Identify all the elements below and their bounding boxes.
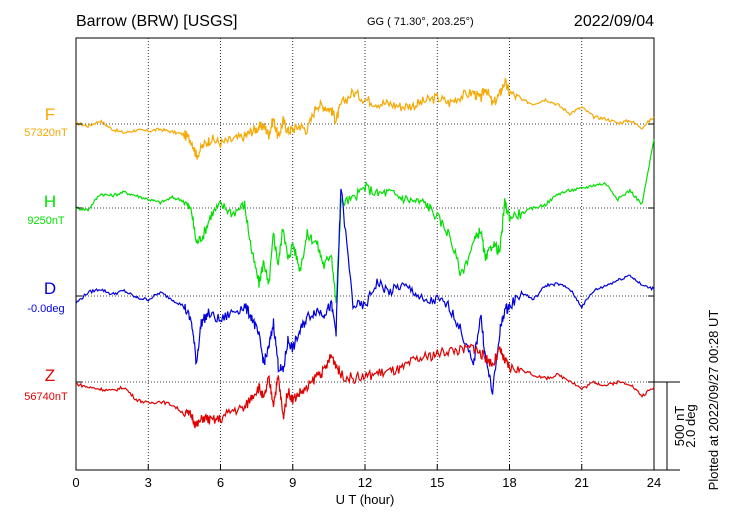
series-name-D: D [44, 279, 56, 298]
series-name-F: F [45, 105, 55, 124]
plotted-at-note: Plotted at 2022/09/27 00:28 UT [706, 310, 721, 491]
x-tick-label: 9 [289, 475, 296, 490]
x-tick-label: 3 [145, 475, 152, 490]
series-baseline-Z: 56740nT [24, 391, 68, 403]
scale-bar-nt-label: 500 nT [672, 406, 687, 447]
station-title: Barrow (BRW) [USGS] [76, 13, 238, 30]
x-tick-label: 21 [575, 475, 589, 490]
series-lines [75, 76, 655, 429]
grid-lines [76, 38, 654, 470]
scale-bar-deg-label: 2.0 deg [683, 404, 698, 447]
x-axis-ticks: 0 3 6 9 12 15 18 21 24 [72, 123, 661, 490]
x-axis-label: U T (hour) [336, 492, 395, 507]
coordinates-label: GG ( 71.30°, 203.25°) [367, 16, 474, 28]
scale-bar: 500 nT 2.0 deg [654, 381, 698, 471]
series-name-Z: Z [45, 366, 55, 385]
x-tick-label: 18 [502, 475, 516, 490]
series-baseline-D: -0.0deg [27, 303, 64, 315]
series-line-H [75, 139, 655, 303]
series-line-D [75, 188, 655, 395]
series-line-F [75, 76, 655, 160]
series-line-Z [75, 342, 655, 429]
x-tick-label: 15 [430, 475, 444, 490]
x-tick-label: 6 [217, 475, 224, 490]
x-tick-label: 24 [647, 475, 661, 490]
series-baseline-H: 9250nT [27, 215, 65, 227]
date-label: 2022/09/04 [574, 13, 654, 30]
x-tick-label: 12 [358, 475, 372, 490]
series-name-H: H [44, 192, 56, 211]
series-baseline-F: 57320nT [24, 127, 68, 139]
x-tick-label: 0 [72, 475, 79, 490]
series-labels: F 57320nT H 9250nT D -0.0deg Z 56740nT [24, 105, 68, 403]
